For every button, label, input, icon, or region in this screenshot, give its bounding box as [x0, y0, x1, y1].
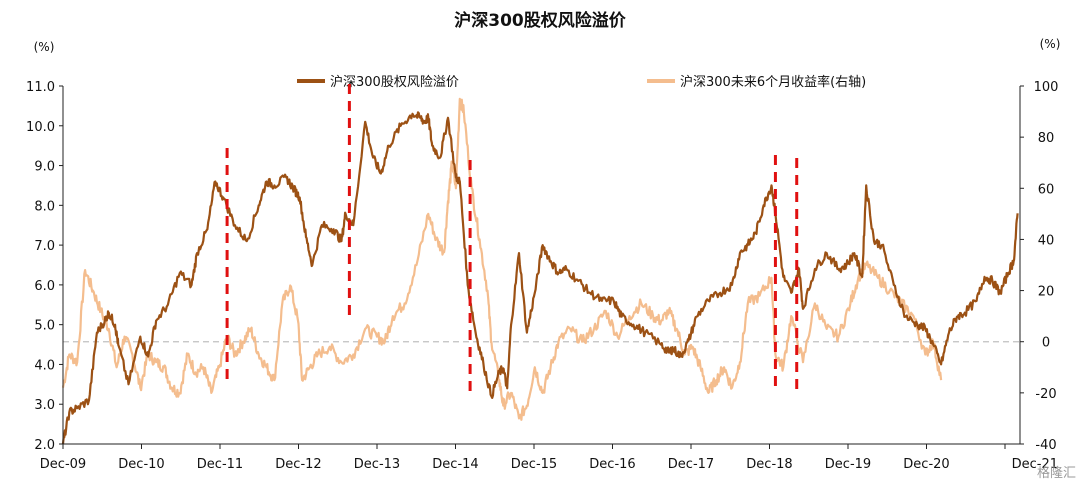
left-tick-label-5: 7.0: [34, 239, 55, 254]
right-tick-label-4: 40: [1038, 233, 1055, 248]
right-tick-label-5: 60: [1038, 182, 1055, 197]
x-tick-label-6: Dec-15: [511, 457, 557, 472]
right-tick-label-3: 20: [1038, 285, 1055, 300]
left-tick-label-3: 5.0: [34, 319, 55, 334]
x-tick-label-2: Dec-11: [197, 457, 243, 472]
right-tick-label-1: -20: [1035, 387, 1056, 402]
x-tick-label-7: Dec-16: [589, 457, 635, 472]
x-tick-label-12: Dec-21: [1012, 457, 1058, 472]
x-tick-label-5: Dec-14: [432, 457, 478, 472]
chart-title: 沪深300股权风险溢价: [454, 10, 626, 31]
axes: 2.0 3.0 4.0 5.0 6.0 7.0 8.0 9.0 10.0 11.0 -40 -20 0 2…: [26, 80, 1058, 472]
series-line-0: [61, 111, 1019, 445]
legend-label-risk-premium: 沪深300股权风险溢价: [330, 74, 459, 90]
x-tick-label-4: Dec-13: [354, 457, 400, 472]
left-axis-unit: (%): [34, 40, 55, 54]
x-tick-label-1: Dec-10: [118, 457, 164, 472]
right-axis-unit: (%): [1040, 37, 1061, 51]
right-tick-label-7: 100: [1034, 80, 1059, 95]
left-tick-label-0: 2.0: [34, 438, 55, 453]
x-tick-label-8: Dec-17: [668, 457, 714, 472]
watermark: 格隆汇: [1036, 466, 1076, 481]
x-tick-label-10: Dec-19: [825, 457, 871, 472]
left-tick-label-2: 4.0: [34, 358, 55, 373]
left-tick-label-4: 6.0: [34, 279, 55, 294]
left-tick-label-9: 11.0: [26, 80, 55, 95]
x-tick-label-11: Dec-20: [903, 457, 949, 472]
left-tick-label-6: 8.0: [34, 199, 55, 214]
x-tick-label-3: Dec-12: [275, 457, 321, 472]
plot-area: [61, 97, 1019, 445]
right-tick-label-0: -40: [1035, 438, 1056, 453]
x-tick-label-9: Dec-18: [746, 457, 792, 472]
left-tick-label-7: 9.0: [34, 160, 55, 175]
legend: 沪深300股权风险溢价 沪深300未来6个月收益率(右轴): [297, 74, 866, 90]
left-tick-label-1: 3.0: [34, 398, 55, 413]
legend-label-forward-return: 沪深300未来6个月收益率(右轴): [680, 74, 866, 90]
signal-markers: [225, 84, 799, 397]
right-tick-label-6: 80: [1038, 131, 1055, 146]
right-tick-label-2: 0: [1042, 336, 1050, 351]
left-tick-label-8: 10.0: [26, 120, 55, 135]
x-tick-label-0: Dec-09: [40, 457, 86, 472]
series-line-1: [61, 97, 943, 421]
